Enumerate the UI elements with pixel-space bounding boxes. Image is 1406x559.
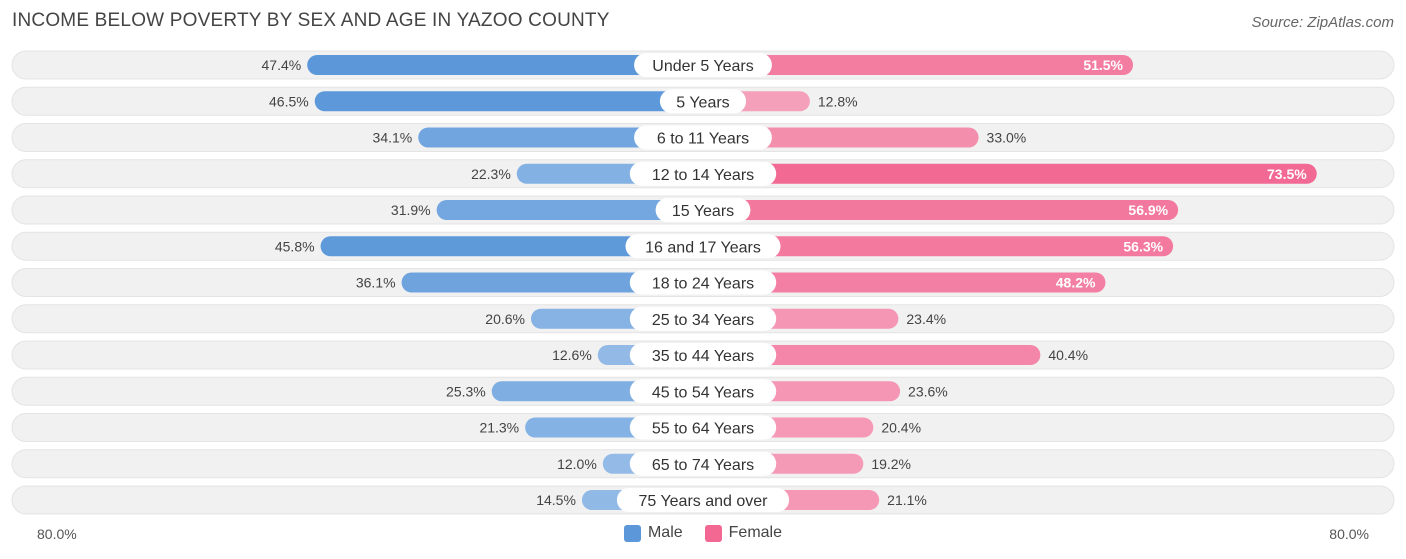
male-value-label: 45.8%: [275, 238, 315, 254]
category-pill: [629, 451, 777, 476]
category-label: 45 to 54 Years: [652, 384, 754, 401]
female-value-label: 33.0%: [987, 130, 1027, 146]
male-swatch-icon: [623, 524, 641, 542]
axis-right-label: 80.0%: [1329, 526, 1369, 542]
female-value-label: 23.4%: [906, 311, 946, 327]
male-bar: [320, 236, 703, 257]
female-bar: [703, 55, 1134, 75]
axis-left-label: 80.0%: [37, 526, 77, 542]
category-pill: [629, 343, 777, 367]
category-label: 35 to 44 Years: [652, 348, 754, 365]
category-pill: [634, 53, 772, 77]
female-value-label: 20.4%: [881, 420, 921, 436]
male-value-label: 22.3%: [471, 166, 511, 182]
female-value-label: 51.5%: [1083, 57, 1123, 73]
male-value-label: 34.1%: [373, 130, 413, 146]
category-pill: [634, 125, 772, 150]
male-value-label: 36.1%: [356, 275, 396, 291]
category-pill: [629, 379, 777, 404]
category-label: 6 to 11 Years: [657, 131, 749, 148]
category-label: 12 to 14 Years: [652, 167, 754, 184]
female-value-label: 40.4%: [1048, 347, 1088, 363]
category-label: 18 to 24 Years: [652, 276, 754, 293]
category-label: 5 Years: [676, 94, 729, 111]
category-pill: [629, 306, 777, 331]
male-bar: [307, 55, 703, 75]
female-value-label: 12.8%: [818, 93, 858, 109]
category-label: 65 to 74 Years: [652, 457, 754, 474]
category-label: Under 5 Years: [652, 58, 753, 75]
female-bar: [703, 272, 1106, 293]
female-value-label: 23.6%: [908, 383, 948, 399]
female-swatch-icon: [704, 524, 722, 542]
male-value-label: 46.5%: [269, 93, 309, 109]
female-bar: [703, 127, 979, 148]
category-pill: [616, 488, 790, 512]
male-value-label: 12.0%: [557, 456, 597, 472]
male-value-label: 31.9%: [391, 202, 431, 218]
category-label: 25 to 34 Years: [652, 312, 754, 329]
male-value-label: 47.4%: [262, 57, 302, 73]
female-value-label: 21.1%: [887, 492, 927, 508]
chart-title: INCOME BELOW POVERTY BY SEX AND AGE IN Y…: [12, 10, 610, 31]
male-value-label: 12.6%: [552, 347, 592, 363]
category-pill: [655, 198, 751, 222]
male-bar: [401, 272, 703, 293]
female-value-label: 73.5%: [1267, 166, 1307, 182]
legend-male-label: Male: [647, 524, 683, 541]
legend-item-female[interactable]: Female: [704, 524, 783, 542]
category-pill: [625, 234, 781, 259]
category-pill: [629, 161, 777, 186]
category-pill: [629, 415, 777, 440]
male-value-label: 21.3%: [479, 420, 519, 436]
category-label: 16 and 17 Years: [645, 239, 761, 256]
female-value-label: 48.2%: [1056, 275, 1096, 291]
female-value-label: 19.2%: [871, 456, 911, 472]
category-pill: [659, 89, 747, 114]
female-bar: [703, 200, 1179, 220]
male-bar: [436, 200, 703, 220]
category-pill: [629, 270, 777, 295]
legend-item-male[interactable]: Male: [623, 524, 683, 542]
legend: Male Female: [0, 524, 1406, 542]
female-value-label: 56.9%: [1128, 202, 1168, 218]
female-value-label: 56.3%: [1123, 238, 1163, 254]
male-value-label: 20.6%: [485, 311, 525, 327]
female-bar: [703, 163, 1317, 184]
male-value-label: 14.5%: [536, 492, 576, 508]
female-bar: [703, 236, 1174, 257]
source-label: Source: ZipAtlas.com: [1251, 14, 1394, 31]
male-bar: [418, 127, 703, 148]
male-value-label: 25.3%: [446, 383, 486, 399]
female-bar: [703, 345, 1041, 365]
category-label: 75 Years and over: [639, 493, 769, 510]
legend-female-label: Female: [728, 524, 783, 541]
category-label: 15 Years: [672, 203, 734, 220]
male-bar: [314, 91, 703, 112]
category-label: 55 to 64 Years: [652, 421, 754, 438]
